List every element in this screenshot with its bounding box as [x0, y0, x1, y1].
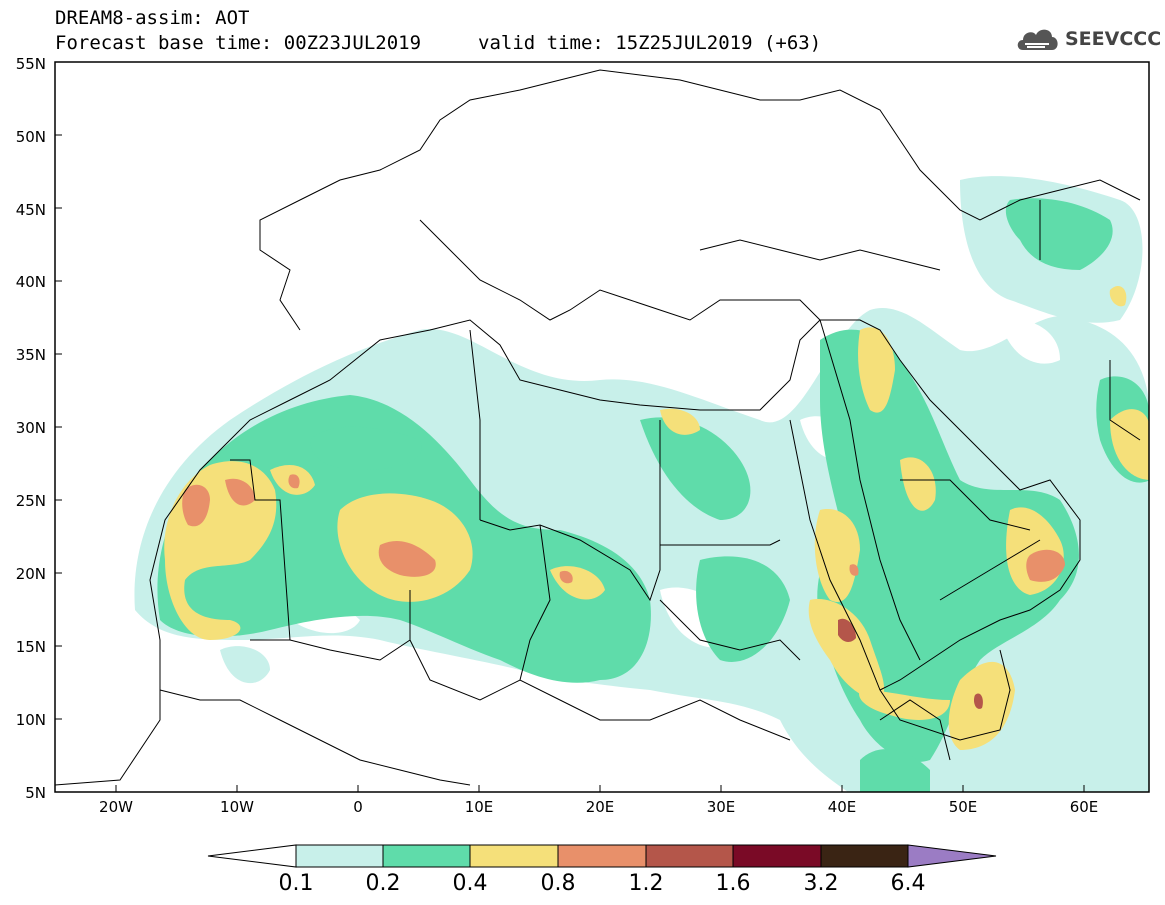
lon-label: 20E [585, 798, 615, 816]
valid-time: valid time: 15Z25JUL2019 (+63) [478, 32, 822, 54]
lon-label: 10W [220, 798, 254, 816]
lat-label: 5N [25, 784, 46, 802]
colorbar-swatch [820, 844, 909, 868]
colorbar [207, 844, 997, 868]
colorbar-label: 0.4 [452, 871, 488, 896]
colorbar-label: 3.2 [803, 871, 839, 896]
cloud-icon [1017, 29, 1058, 50]
colorbar-swatch [382, 844, 471, 868]
axis-ticks [55, 134, 1085, 792]
forecast-base-time: Forecast base time: 00Z23JUL2019 [55, 32, 422, 54]
aot-contour-1.2 [838, 618, 983, 709]
colorbar-label: 0.2 [365, 871, 401, 896]
colorbar-swatch [732, 844, 822, 868]
lon-label: 10E [464, 798, 494, 816]
lat-label: 45N [15, 201, 46, 219]
lat-label: 50N [15, 128, 46, 146]
colorbar-swatch [557, 844, 647, 868]
lat-label: 15N [15, 638, 46, 656]
colorbar-label: 1.6 [715, 871, 751, 896]
colorbar-swatch [469, 844, 559, 868]
lat-label: 55N [15, 55, 46, 73]
colorbar-over-arrow [907, 844, 997, 868]
lon-label: 0 [353, 798, 363, 816]
colorbar-label: 0.8 [540, 871, 576, 896]
aot-contour-0.8 [182, 474, 1065, 584]
lon-label: 50E [948, 798, 978, 816]
logo-text: SEEVCCC [1065, 28, 1162, 50]
lon-label: 40E [827, 798, 857, 816]
lat-label: 25N [15, 492, 46, 510]
coastlines [55, 69, 1141, 786]
lon-label: 30E [706, 798, 736, 816]
colorbar-swatch [645, 844, 734, 868]
colorbar-under-arrow [207, 844, 297, 868]
lat-label: 10N [15, 711, 46, 729]
map-title: DREAM8-assim: AOT [55, 7, 250, 29]
lon-label: 60E [1069, 798, 1099, 816]
lon-label: 20W [99, 798, 133, 816]
colorbar-label: 1.2 [628, 871, 664, 896]
colorbar-label: 0.1 [278, 871, 314, 896]
lat-label: 30N [15, 419, 46, 437]
lat-label: 40N [15, 273, 46, 291]
lat-label: 20N [15, 565, 46, 583]
colorbar-swatch [295, 844, 384, 868]
lat-label: 35N [15, 346, 46, 364]
colorbar-label: 6.4 [890, 871, 926, 896]
seevccc-logo: SEEVCCC [1015, 22, 1161, 56]
